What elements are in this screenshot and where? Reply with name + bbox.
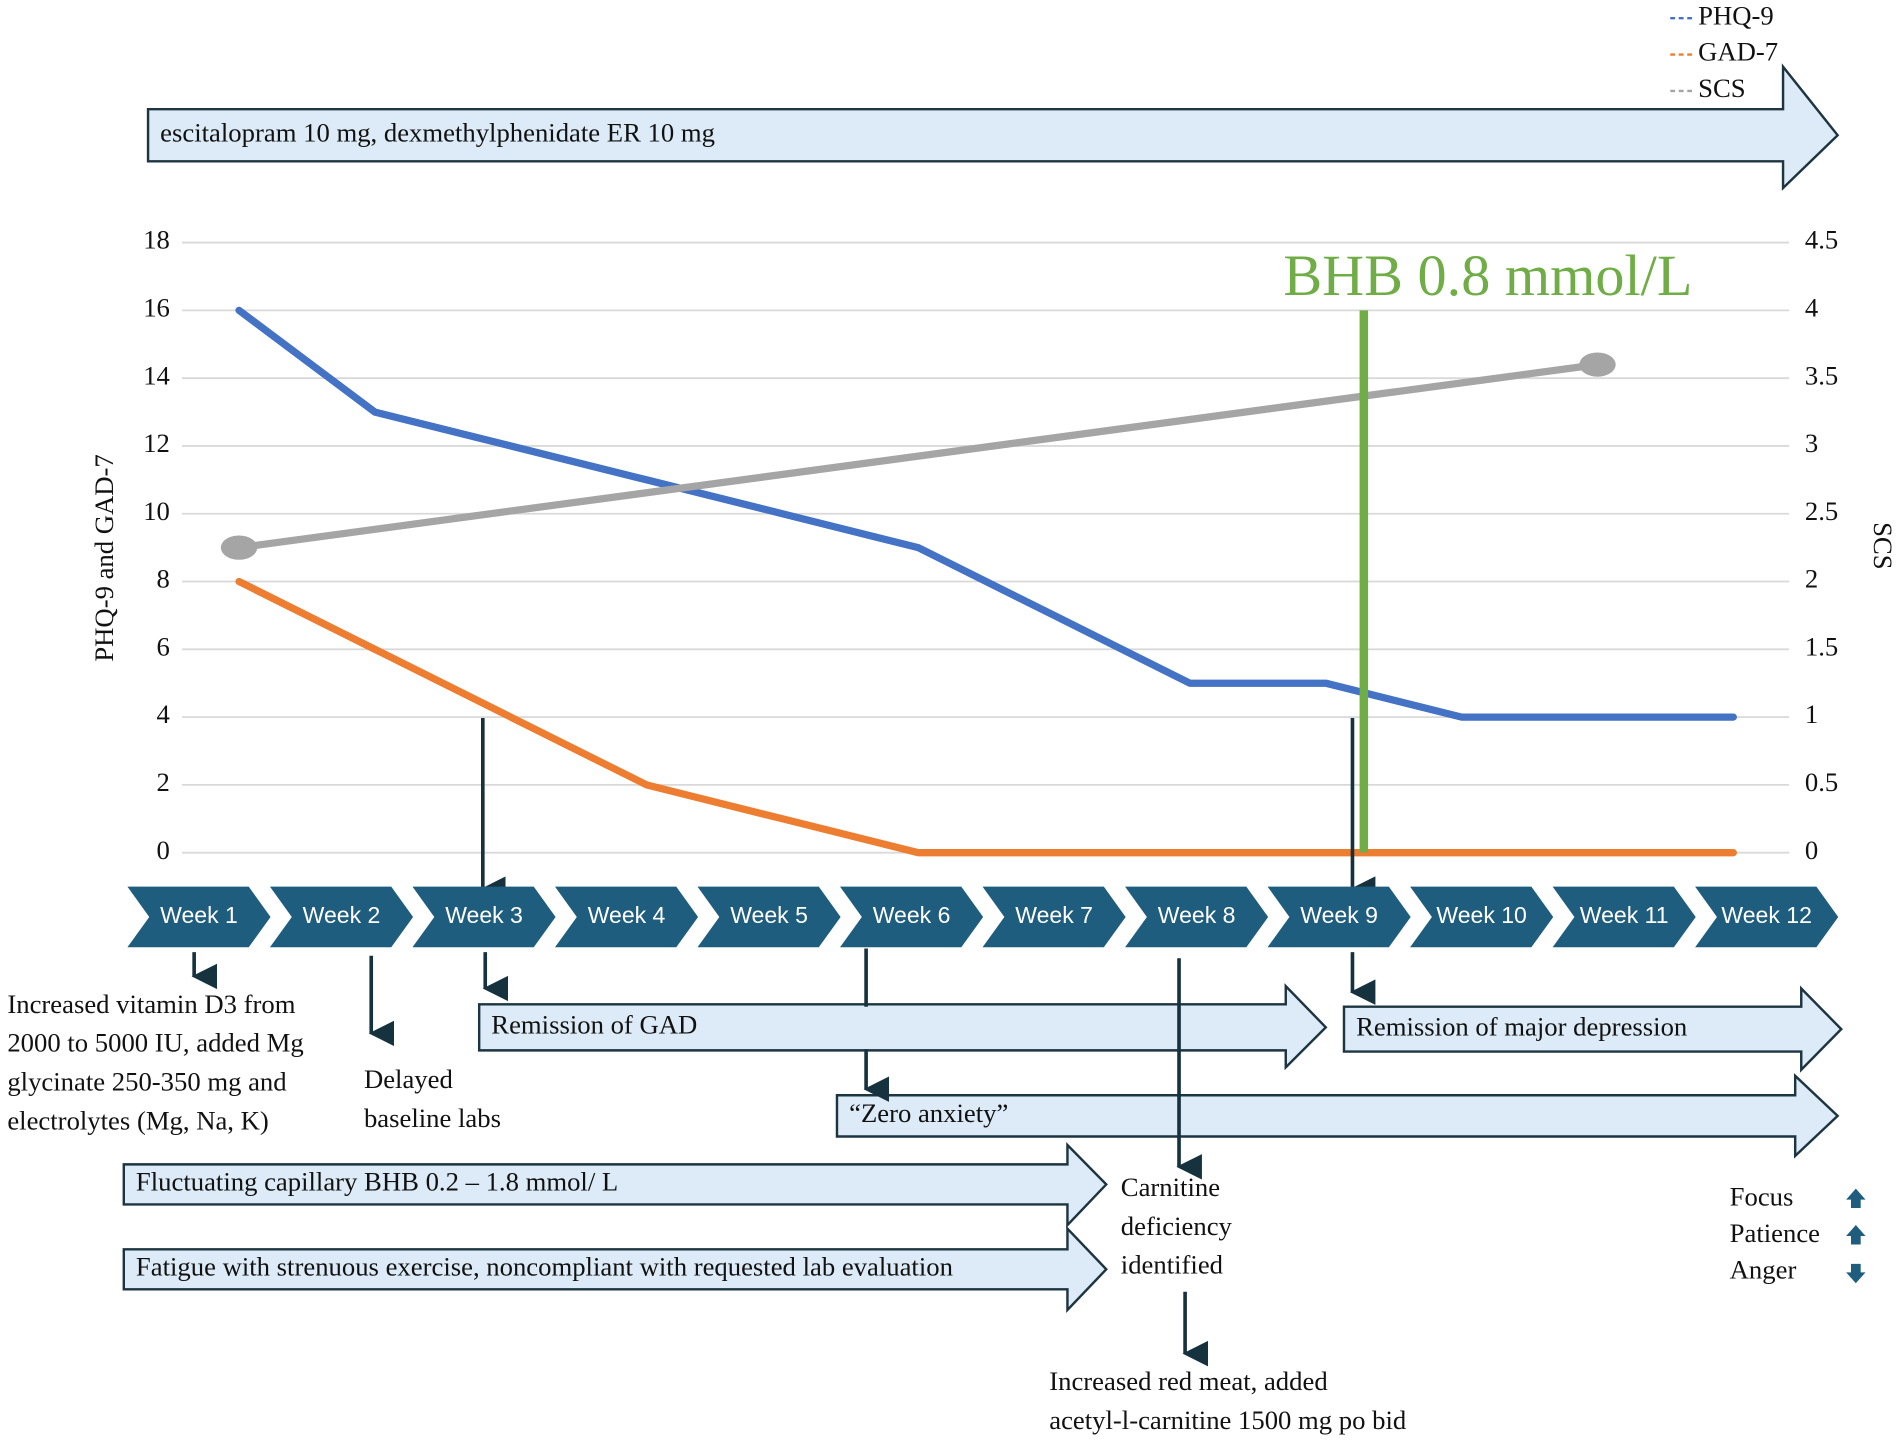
y2-tick-label: 2.5	[1805, 496, 1838, 526]
week-chevron	[1695, 886, 1839, 948]
y2-tick-label: 3	[1805, 428, 1818, 458]
block-arrow	[835, 1073, 1840, 1159]
y-axis-label: PHQ-9 and GAD-7	[89, 454, 119, 661]
x-tick-label: Week 8	[1158, 902, 1236, 928]
effect-arrow	[1846, 1225, 1866, 1245]
legend-label: SCS	[1698, 73, 1745, 103]
y-tick-label: 18	[143, 225, 170, 255]
arrow-label: “Zero anxiety”	[849, 1098, 1008, 1128]
series-line	[235, 306, 1737, 721]
x-tick-label: Week 9	[1300, 902, 1378, 928]
x-tick-label: Week 11	[1580, 902, 1669, 928]
x-tick-label: Week 5	[730, 902, 808, 928]
effect-label: Anger	[1730, 1254, 1797, 1284]
y2-tick-label: 4.5	[1805, 225, 1838, 255]
note-line: identified	[1121, 1250, 1224, 1280]
note-line: electrolytes (Mg, Na, K)	[7, 1105, 268, 1135]
series-marker	[1579, 352, 1616, 377]
x-tick-label: Week 3	[445, 902, 523, 928]
legend-label: PHQ-9	[1698, 0, 1774, 30]
note-line: baseline labs	[364, 1103, 501, 1133]
series-line	[235, 577, 1737, 857]
x-tick-label: Week 12	[1721, 902, 1811, 928]
y2-tick-label: 1	[1805, 699, 1818, 729]
y-tick-label: 8	[157, 564, 170, 594]
y2-tick-label: 3.5	[1805, 360, 1838, 390]
week-chevron	[412, 886, 556, 948]
block-arrow	[122, 1225, 1108, 1313]
week-chevron	[554, 886, 699, 948]
y-tick-label: 4	[157, 699, 170, 729]
week-chevron	[269, 886, 414, 948]
x-tick-label: Week 2	[303, 902, 381, 928]
arrow-label: Remission of major depression	[1356, 1011, 1687, 1041]
week-chevron	[840, 886, 984, 948]
arrow-label: Remission of GAD	[491, 1009, 697, 1039]
week-chevron	[1552, 886, 1696, 948]
note-line: acetyl-l-carnitine 1500 mg po bid	[1049, 1405, 1407, 1435]
note-line: Carnitine	[1121, 1172, 1220, 1202]
y-tick-label: 16	[143, 292, 170, 322]
y-tick-label: 10	[143, 496, 170, 526]
block-arrow	[146, 63, 1840, 191]
arrow-label: Fluctuating capillary BHB 0.2 – 1.8 mmol…	[136, 1167, 618, 1197]
y-tick-label: 2	[157, 767, 170, 797]
week-chevron	[1125, 886, 1269, 948]
series-marker	[220, 535, 258, 560]
effect-arrow	[1846, 1188, 1866, 1209]
week-chevron	[697, 886, 841, 948]
arrow-label: Fatigue with strenuous exercise, noncomp…	[136, 1251, 953, 1281]
y-tick-label: 12	[143, 428, 170, 458]
legend-label: GAD-7	[1698, 37, 1778, 67]
x-tick-label: Week 10	[1436, 902, 1526, 928]
bhb-label: BHB 0.8 mmol/L	[1283, 243, 1692, 308]
series-line	[235, 360, 1602, 552]
block-arrow	[1342, 985, 1843, 1073]
week-chevron	[982, 886, 1126, 948]
note-line: 2000 to 5000 IU, added Mg	[7, 1028, 303, 1058]
week-chevron	[1410, 886, 1554, 948]
x-tick-label: Week 4	[588, 902, 666, 928]
week-chevron	[127, 886, 271, 948]
y-tick-label: 14	[143, 360, 170, 390]
effect-label: Focus	[1730, 1182, 1794, 1212]
y2-tick-label: 1.5	[1805, 631, 1838, 661]
x-tick-label: Week 1	[160, 902, 238, 928]
block-arrow	[122, 1142, 1108, 1229]
block-arrow	[477, 983, 1328, 1071]
effect-arrow	[1846, 1263, 1866, 1284]
note-line: deficiency	[1121, 1211, 1233, 1241]
y-tick-label: 6	[157, 631, 170, 661]
y2-tick-label: 0	[1805, 835, 1818, 865]
y2-tick-label: 0.5	[1805, 767, 1838, 797]
y-tick-label: 0	[157, 835, 170, 865]
arrow-label: escitalopram 10 mg, dexmethylphenidate E…	[160, 117, 715, 147]
y2-tick-label: 2	[1805, 564, 1818, 594]
y2-axis-label: SCS	[1868, 522, 1898, 569]
note-line: Increased vitamin D3 from	[7, 989, 295, 1019]
note-line: Increased red meat, added	[1049, 1366, 1328, 1396]
week-chevron	[1267, 886, 1411, 948]
x-tick-label: Week 6	[873, 902, 951, 928]
effect-label: Patience	[1730, 1218, 1820, 1248]
note-line: glycinate 250-350 mg and	[7, 1066, 287, 1096]
note-line: Delayed	[364, 1064, 454, 1094]
x-tick-label: Week 7	[1015, 902, 1093, 928]
y2-tick-label: 4	[1805, 292, 1818, 322]
